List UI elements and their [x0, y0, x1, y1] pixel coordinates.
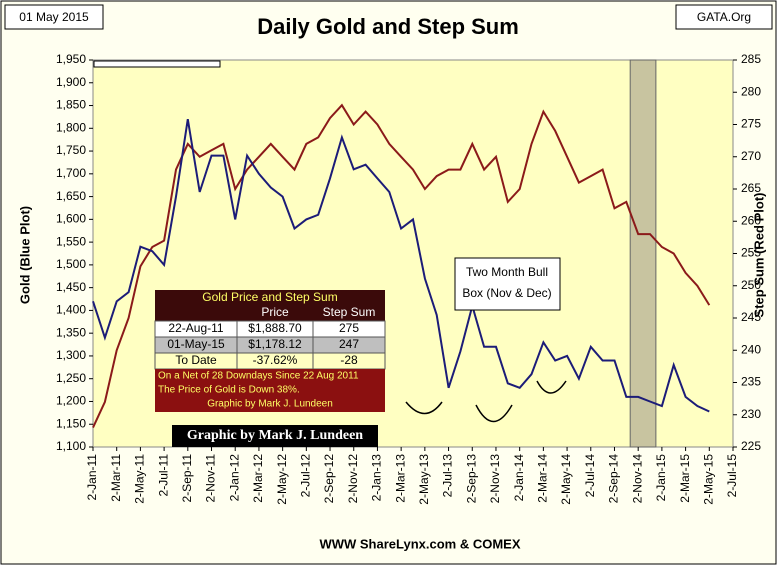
y-tick-label: 1,450: [56, 280, 86, 294]
smile-curves: [405, 380, 567, 423]
y-tick-label: 1,700: [56, 166, 86, 180]
y-tick-label: 1,250: [56, 371, 86, 385]
x-tick-label: 2-Nov-12: [346, 454, 360, 504]
y2-tick-label: 280: [741, 84, 761, 98]
x-tick-label: 2-May-15: [701, 454, 715, 505]
x-tick-label: 2-May-14: [559, 454, 573, 505]
x-tick-label: 2-Jan-11: [85, 454, 99, 501]
x-tick-label: 2-Jul-14: [583, 454, 597, 498]
y2-tick-label: 260: [741, 213, 761, 227]
x-tick-label: 2-Jul-15: [725, 454, 739, 498]
x-tick-label: 2-Nov-14: [630, 454, 644, 504]
x-tick-label: 2-Jul-11: [156, 454, 170, 497]
y-tick-label: 1,850: [56, 98, 86, 112]
x-tick-label: 2-May-13: [417, 454, 431, 505]
table-header: Step Sum: [323, 305, 376, 319]
source-label: GATA.Org: [697, 10, 751, 24]
table-header: Price: [261, 305, 289, 319]
table-cell-text: 01-May-15: [167, 337, 225, 351]
highlight-box: [629, 59, 657, 448]
table-title: Gold Price and Step Sum: [202, 290, 337, 304]
table-cell-text: 247: [339, 337, 359, 351]
table-cell-text: $1,178.12: [248, 337, 302, 351]
table-note: Graphic by Mark J. Lundeen: [207, 399, 333, 410]
x-tick-label: 2-Sep-14: [607, 454, 621, 504]
y2-tick-label: 255: [741, 246, 761, 260]
y-tick-label: 1,650: [56, 189, 86, 203]
y2-tick-label: 225: [741, 439, 761, 453]
x-tick-label: 2-Mar-14: [536, 454, 550, 503]
x-tick-label: 2-Jan-13: [370, 454, 384, 502]
credit-box: [172, 425, 378, 447]
table-cell-text: -37.62%: [253, 353, 298, 367]
series-line: [92, 103, 711, 429]
y-axis-label: Gold (Blue Plot): [17, 206, 32, 304]
table-cell-text: $1,888.70: [248, 321, 302, 335]
x-tick-label: 2-Mar-11: [109, 454, 123, 502]
y-tick-label: 1,200: [56, 394, 86, 408]
y-tick-label: 1,950: [56, 52, 86, 66]
y-tick-label: 1,100: [56, 439, 86, 453]
series-line: [92, 119, 710, 413]
x-tick-label: 2-Jan-15: [654, 454, 668, 502]
y2-axis-label: Step Sum (Red Plot): [751, 193, 766, 318]
y-tick-label: 1,500: [56, 257, 86, 271]
y2-tick-label: 285: [741, 52, 761, 66]
y2-tick-label: 240: [741, 342, 761, 356]
y2-tick-label: 245: [741, 310, 761, 324]
chart-title: Daily Gold and Step Sum: [257, 14, 519, 39]
y-tick-label: 1,350: [56, 325, 86, 339]
y2-tick-label: 265: [741, 181, 761, 195]
table-cell-text: To Date: [175, 353, 217, 367]
source-box: [675, 4, 773, 30]
x-tick-label: 2-Sep-11: [180, 454, 194, 503]
x-tick-label: 2-Mar-15: [678, 454, 692, 503]
y-tick-label: 1,400: [56, 303, 86, 317]
footer: WWW ShareLynx.com & COMEX: [319, 536, 520, 551]
y-tick-label: 1,600: [56, 212, 86, 226]
x-tick-label: 2-Mar-12: [251, 454, 265, 503]
x-tick-label: 2-Jan-12: [227, 454, 241, 502]
y2-tick-label: 270: [741, 149, 761, 163]
x-tick-label: 2-Jul-12: [299, 454, 313, 498]
table-cell-text: -28: [340, 353, 358, 367]
table-cell-text: 22-Aug-11: [168, 321, 223, 335]
y-tick-label: 1,300: [56, 348, 86, 362]
x-tick-label: 2-May-11: [133, 454, 147, 504]
x-tick-label: 2-May-12: [275, 454, 289, 505]
date-box: [4, 4, 104, 30]
y2-tick-label: 230: [741, 407, 761, 421]
table-cell-text: 275: [339, 321, 359, 335]
y-tick-label: 1,150: [56, 416, 86, 430]
credit: Graphic by Mark J. Lundeen: [187, 428, 363, 443]
table-note: The Price of Gold is Down 38%.: [158, 385, 300, 396]
x-tick-label: 2-Jan-14: [512, 454, 526, 502]
legend-stub: [93, 60, 221, 68]
annotation: Box (Nov & Dec): [462, 286, 551, 300]
y-tick-label: 1,750: [56, 143, 86, 157]
y-tick-label: 1,900: [56, 75, 86, 89]
y2-tick-label: 235: [741, 375, 761, 389]
x-tick-label: 2-Nov-13: [488, 454, 502, 504]
x-tick-label: 2-Nov-11: [204, 454, 218, 503]
x-tick-label: 2-Sep-13: [464, 454, 478, 504]
table-notes-bg: [155, 369, 385, 412]
y-tick-label: 1,550: [56, 234, 86, 248]
table-note: On a Net of 28 Downdays Since 22 Aug 201…: [158, 371, 359, 382]
annotation-box: [454, 257, 561, 311]
x-tick-label: 2-Jul-13: [441, 454, 455, 498]
y2-tick-label: 275: [741, 117, 761, 131]
x-tick-label: 2-Mar-13: [393, 454, 407, 503]
y2-tick-label: 250: [741, 278, 761, 292]
date-label: 01 May 2015: [19, 10, 89, 24]
x-tick-label: 2-Sep-12: [322, 454, 336, 504]
y-tick-label: 1,800: [56, 120, 86, 134]
annotation: Two Month Bull: [466, 265, 548, 279]
